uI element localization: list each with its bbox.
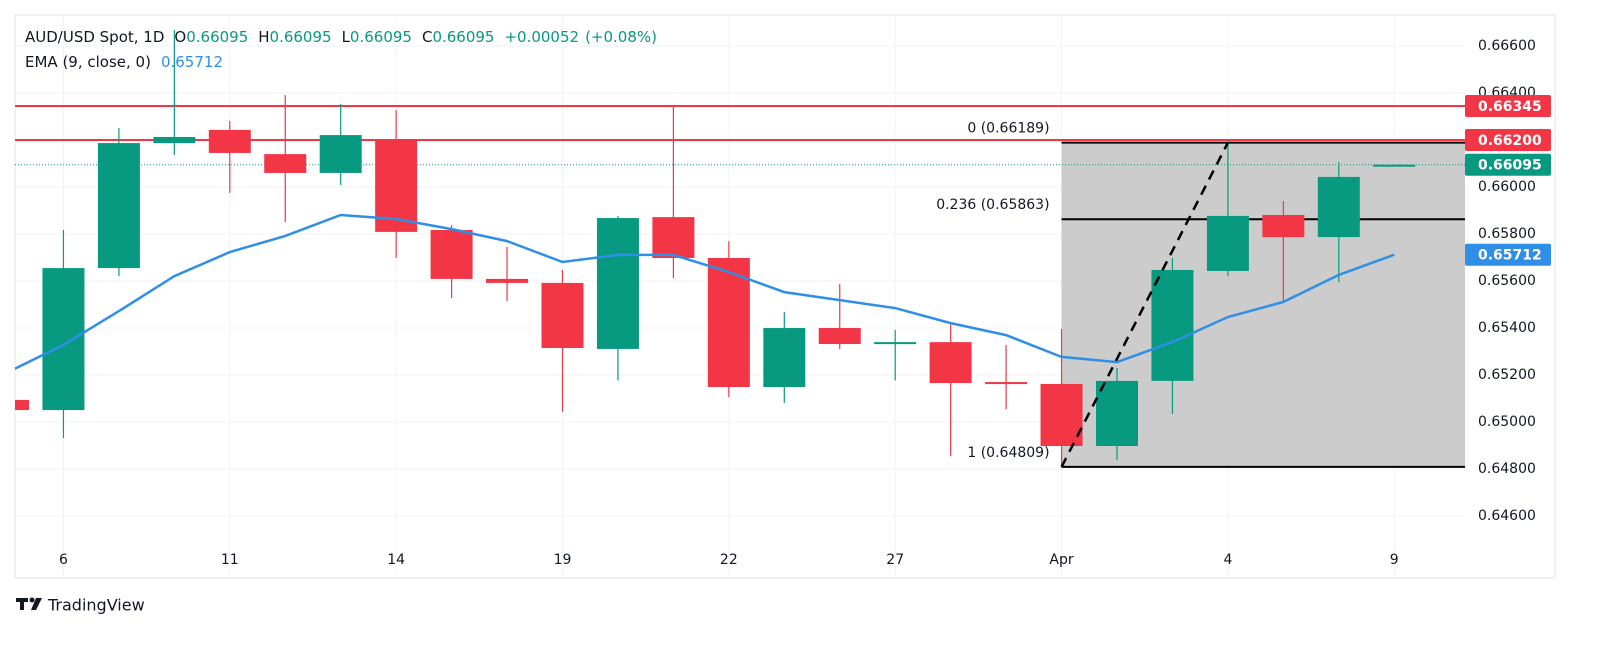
x-tick-label: 14 [387, 552, 405, 568]
change: +0.00052 [504, 28, 579, 46]
fib-label: 1 (0.64809) [967, 445, 1049, 461]
candle-body [430, 230, 473, 279]
trend-line [1060, 142, 1230, 468]
price-tag-label: 0.66200 [1478, 133, 1542, 149]
y-tick-label: 0.66000 [1478, 179, 1536, 195]
candle-body [15, 399, 29, 411]
ohlc-value: 0.66095 [186, 28, 248, 46]
ohlc-label: C [422, 28, 432, 46]
footer: TradingView [16, 596, 145, 615]
candle-body [1096, 380, 1138, 446]
candle-body [818, 328, 861, 345]
ohlc-label: L [342, 28, 351, 46]
candle-body [264, 154, 307, 173]
price-tag-label: 0.66345 [1478, 99, 1542, 115]
candle-body [596, 218, 639, 349]
candle-body [541, 282, 584, 349]
ema-line [15, 213, 1395, 370]
price-tag-label: 0.65712 [1478, 248, 1542, 264]
symbol: AUD/USD Spot, 1D [25, 28, 164, 46]
candle-body [707, 257, 750, 388]
candle-body [319, 135, 362, 173]
ohlc-value: 0.66095 [432, 28, 494, 46]
candle-body [97, 143, 140, 269]
y-tick-label: 0.65200 [1478, 367, 1536, 383]
brand-logo [16, 597, 42, 610]
price-tag [1465, 153, 1551, 176]
candle-body [652, 217, 695, 258]
x-tick-label: 19 [554, 552, 572, 568]
candle-body [153, 136, 196, 144]
legend-line: AUD/USD Spot, 1D O0.66095 H0.66095 L0.66095… [25, 28, 657, 46]
y-tick-label: 0.65600 [1478, 273, 1536, 289]
indicator-value: 0.65712 [161, 53, 223, 71]
candle-body [1040, 383, 1083, 446]
y-tick-label: 0.64600 [1478, 508, 1536, 524]
candle-body [208, 129, 251, 153]
fib-label: 0.236 (0.65863) [936, 197, 1049, 213]
candle-body [874, 342, 917, 345]
ohlc-label: H [258, 28, 269, 46]
candle-body [1206, 215, 1249, 271]
x-tick-label: 27 [886, 552, 904, 568]
price-tag [1465, 243, 1551, 266]
y-tick-label: 0.65800 [1478, 226, 1536, 242]
fib-label: 0 (0.66189) [967, 121, 1049, 137]
candle-body [1151, 269, 1194, 381]
y-tick-label: 0.65000 [1478, 414, 1536, 430]
candle-body [42, 268, 85, 411]
price-tag [1465, 129, 1551, 152]
candle-body [375, 140, 418, 232]
x-tick-label: 9 [1390, 552, 1399, 568]
indicator-name: EMA (9, close, 0) [25, 53, 151, 71]
x-tick-label: 4 [1223, 552, 1232, 568]
ohlc-label: O [174, 28, 186, 46]
ohlc-value: 0.66095 [270, 28, 332, 46]
candle-body [486, 278, 529, 283]
x-tick-label: 11 [221, 552, 239, 568]
y-tick-label: 0.65400 [1478, 320, 1536, 336]
y-tick-label: 0.66600 [1478, 38, 1536, 54]
x-tick-label: 22 [720, 552, 738, 568]
candle-body [763, 328, 806, 388]
ohlc-value: 0.66095 [350, 28, 412, 46]
candle-body [1373, 164, 1416, 167]
candle-body [985, 382, 1028, 385]
candle-body [1317, 176, 1360, 238]
price-tag-label: 0.66095 [1478, 158, 1542, 174]
change-pct: (+0.08%) [585, 28, 657, 46]
y-tick-label: 0.64800 [1478, 461, 1536, 477]
price-tag [1465, 94, 1551, 117]
candle-body [1262, 214, 1305, 238]
brand-name: TradingView [47, 596, 145, 615]
candle-body [929, 342, 972, 384]
x-tick-label: 6 [59, 552, 68, 568]
x-tick-label: Apr [1049, 552, 1073, 568]
legend-line: EMA (9, close, 0) 0.65712 [25, 53, 223, 71]
